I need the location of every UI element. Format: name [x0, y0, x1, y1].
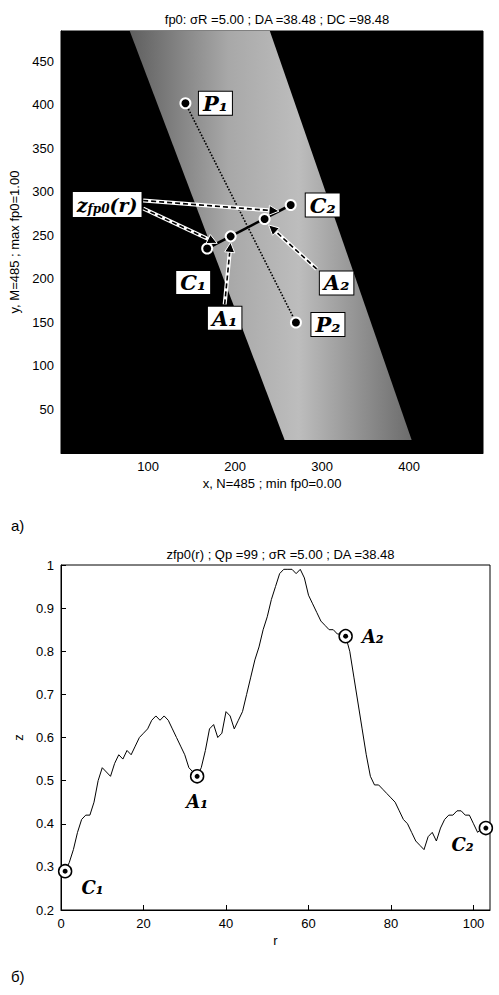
svg-text:0.4: 0.4 — [36, 816, 54, 831]
svg-text:350: 350 — [32, 141, 54, 156]
svg-text:0: 0 — [57, 916, 64, 931]
svg-text:r: r — [273, 933, 278, 948]
svg-text:а): а) — [11, 517, 24, 534]
svg-text:P₂: P₂ — [314, 312, 340, 337]
svg-text:250: 250 — [32, 228, 54, 243]
svg-text:б): б) — [11, 968, 25, 985]
svg-text:0.9: 0.9 — [36, 601, 54, 616]
svg-text:y, M=485 ; max fp0=1.00: y, M=485 ; max fp0=1.00 — [7, 171, 22, 314]
svg-text:50: 50 — [40, 402, 54, 417]
svg-text:40: 40 — [219, 916, 233, 931]
svg-text:C₂: C₂ — [310, 193, 336, 218]
svg-text:200: 200 — [224, 459, 246, 474]
svg-text:0.8: 0.8 — [36, 644, 54, 659]
svg-text:A₂: A₂ — [322, 270, 350, 295]
svg-text:0.6: 0.6 — [36, 730, 54, 745]
svg-text:1: 1 — [47, 558, 54, 573]
svg-text:0.3: 0.3 — [36, 859, 54, 874]
svg-text:C₁: C₁ — [81, 877, 103, 898]
svg-text:x, N=485 ; min fp0=0.00: x, N=485 ; min fp0=0.00 — [203, 476, 342, 491]
svg-text:150: 150 — [32, 315, 54, 330]
svg-text:300: 300 — [32, 184, 54, 199]
svg-text:fp0: fp0 — [87, 202, 111, 216]
svg-text:400: 400 — [32, 97, 54, 112]
svg-text:0.2: 0.2 — [36, 903, 54, 918]
svg-text:z: z — [11, 734, 26, 741]
svg-text:0.7: 0.7 — [36, 687, 54, 702]
svg-text:100: 100 — [463, 916, 485, 931]
svg-text:P₁: P₁ — [202, 91, 228, 116]
svg-text:(r): (r) — [110, 194, 138, 216]
svg-text:300: 300 — [311, 459, 333, 474]
svg-text:zfp0(r) ; Qp =99 ; σR =5.00 ;: zfp0(r) ; Qp =99 ; σR =5.00 ; DA =38.48 — [166, 547, 394, 562]
svg-text:20: 20 — [136, 916, 150, 931]
svg-text:200: 200 — [32, 271, 54, 286]
svg-text:A₁: A₁ — [210, 306, 238, 331]
svg-text:C₁: C₁ — [180, 270, 206, 295]
svg-text:400: 400 — [398, 459, 420, 474]
svg-text:C₂: C₂ — [451, 834, 473, 855]
svg-text:0.5: 0.5 — [36, 773, 54, 788]
svg-text:A₂: A₂ — [360, 626, 384, 647]
svg-text:fp0: σR =5.00 ; DA =38.48 ; DC: fp0: σR =5.00 ; DA =38.48 ; DC =98.48 — [165, 12, 389, 27]
svg-text:450: 450 — [32, 54, 54, 69]
svg-text:A₁: A₁ — [184, 791, 208, 812]
svg-text:z: z — [76, 193, 88, 216]
svg-text:100: 100 — [32, 358, 54, 373]
svg-text:100: 100 — [137, 459, 159, 474]
svg-text:80: 80 — [384, 916, 398, 931]
svg-text:60: 60 — [301, 916, 315, 931]
